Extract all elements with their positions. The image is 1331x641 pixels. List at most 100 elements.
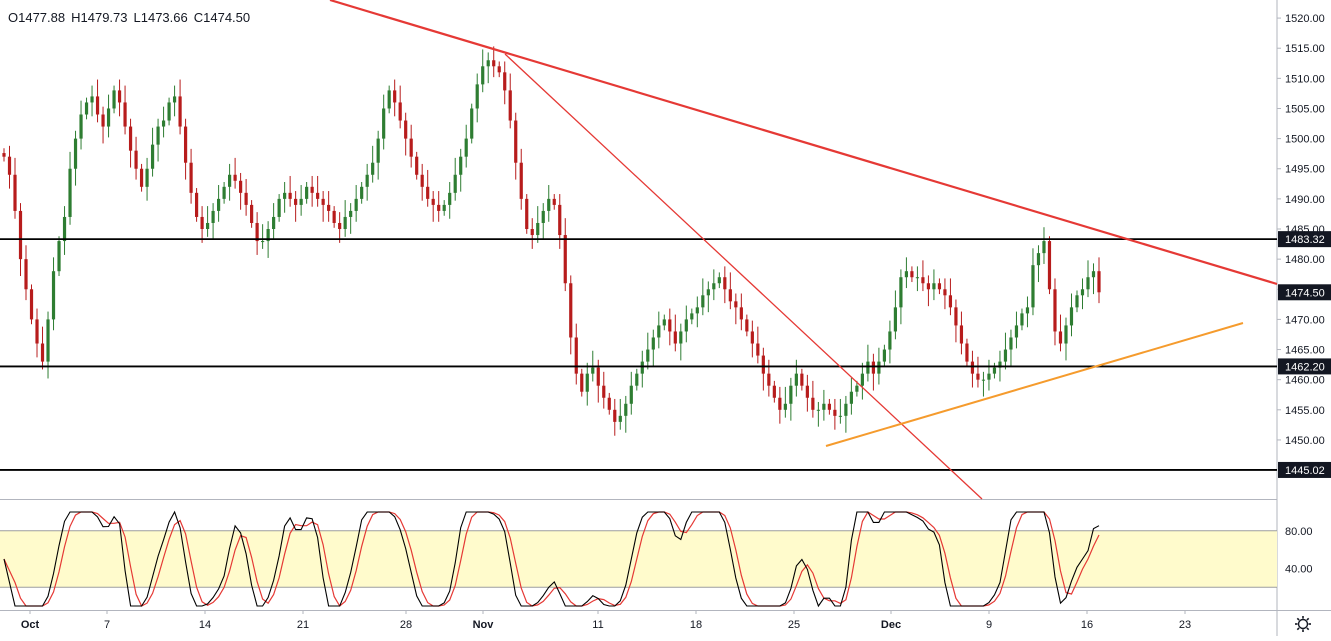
time-tick-label: 9 bbox=[986, 619, 992, 631]
time-tick-label: 11 bbox=[592, 619, 603, 631]
candle-body bbox=[811, 397, 815, 410]
time-axis: Oct 7 14 21 28 Nov 11 18 25 Dec 9 16 23 bbox=[21, 610, 1191, 631]
candle-body bbox=[794, 373, 798, 386]
candle-body bbox=[877, 361, 881, 374]
candle-body bbox=[316, 192, 320, 199]
candle-body bbox=[51, 271, 56, 320]
candle-body bbox=[277, 198, 281, 217]
candle-body bbox=[398, 102, 402, 121]
candle-body bbox=[569, 283, 573, 338]
candle-body bbox=[772, 385, 776, 398]
candle-body bbox=[299, 198, 303, 205]
candle-body bbox=[552, 198, 556, 205]
level-label-bg bbox=[1278, 231, 1331, 248]
candle-body bbox=[1042, 241, 1046, 254]
candle-body bbox=[183, 126, 188, 163]
candle-body bbox=[816, 409, 820, 411]
candle-body bbox=[904, 271, 909, 278]
candle-body bbox=[442, 204, 446, 211]
candle-body bbox=[327, 204, 331, 211]
candle-body bbox=[563, 235, 567, 284]
time-tick-label: 21 bbox=[297, 619, 309, 631]
candle-body bbox=[882, 349, 887, 362]
candle-body bbox=[145, 168, 149, 187]
price-tick-label: 1465.00 bbox=[1285, 345, 1325, 357]
candle-body bbox=[250, 204, 254, 223]
candle-body bbox=[376, 138, 380, 163]
candle-body bbox=[948, 295, 953, 308]
stochastic-tick-label: 80.00 bbox=[1285, 526, 1313, 538]
candle-body bbox=[954, 307, 958, 326]
candle-body bbox=[987, 373, 991, 380]
candle-body bbox=[624, 403, 628, 416]
candle-body bbox=[426, 186, 430, 199]
candle-body bbox=[194, 192, 199, 217]
candle-body bbox=[662, 319, 666, 326]
stochastic-d-line bbox=[3, 511, 1100, 607]
candle-body bbox=[932, 283, 936, 290]
candle-body bbox=[965, 343, 969, 362]
time-tick-label: Dec bbox=[881, 619, 901, 631]
descending-trendline-steep[interactable] bbox=[504, 53, 983, 500]
candle-body bbox=[706, 289, 710, 296]
candle-body bbox=[734, 301, 738, 308]
candle-body bbox=[470, 108, 474, 139]
descending-trendline-major[interactable] bbox=[329, 0, 1278, 286]
candle-body bbox=[343, 216, 347, 230]
trendlines bbox=[329, 0, 1278, 500]
stochastic-oscillator bbox=[3, 510, 1100, 608]
price-axis: 1520.00 1515.00 1510.00 1505.00 1500.00 1495.… bbox=[1277, 13, 1325, 447]
candle-body bbox=[365, 174, 369, 187]
stochastic-k-line bbox=[3, 510, 1100, 608]
candle-body bbox=[646, 349, 650, 362]
price-tick-label: 1505.00 bbox=[1285, 103, 1325, 115]
ohlc-high: H1479.73 bbox=[71, 10, 128, 25]
time-tick-label: 16 bbox=[1081, 619, 1093, 631]
candle-body bbox=[1036, 253, 1041, 266]
candle-body bbox=[172, 96, 177, 103]
candle-body bbox=[459, 156, 463, 175]
candle-body bbox=[244, 192, 248, 205]
candle-body bbox=[690, 313, 694, 320]
candle-body bbox=[800, 373, 804, 386]
candle-body bbox=[1025, 307, 1030, 314]
candle-body bbox=[1009, 337, 1013, 350]
candle-body bbox=[926, 283, 931, 290]
time-tick-label: 28 bbox=[400, 619, 412, 631]
candle-body bbox=[833, 409, 837, 416]
candle-body bbox=[1014, 325, 1019, 338]
candle-body bbox=[167, 102, 171, 121]
candle-body bbox=[844, 403, 848, 416]
candle-body bbox=[40, 343, 45, 362]
candle-body bbox=[101, 114, 105, 127]
candle-body bbox=[717, 277, 721, 284]
level-label: 1483.32 bbox=[1285, 234, 1325, 246]
candle-body bbox=[970, 361, 975, 374]
candle-body bbox=[205, 222, 210, 230]
candle-body bbox=[349, 210, 353, 217]
gear-icon[interactable] bbox=[1295, 616, 1311, 632]
candle-body bbox=[117, 90, 122, 103]
candle-body bbox=[360, 186, 364, 199]
candle-body bbox=[294, 198, 298, 205]
ascending-trendline[interactable] bbox=[825, 322, 1244, 447]
candle-body bbox=[585, 373, 589, 392]
candle-body bbox=[404, 120, 408, 139]
candle-body bbox=[1031, 265, 1035, 308]
candle-body bbox=[338, 222, 342, 230]
candle-body bbox=[2, 153, 6, 157]
level-label-bg bbox=[1278, 461, 1331, 478]
candle-body bbox=[156, 126, 160, 145]
candle-body bbox=[46, 319, 50, 362]
ohlc-low: L1473.66 bbox=[133, 10, 188, 25]
candle-body bbox=[1020, 313, 1024, 326]
candle-body bbox=[73, 138, 78, 169]
candle-body bbox=[486, 60, 490, 67]
candle-body bbox=[547, 198, 551, 211]
candle-body bbox=[822, 403, 826, 410]
candle-body bbox=[888, 331, 892, 350]
time-tick-label: 14 bbox=[199, 619, 211, 631]
candle-body bbox=[503, 72, 507, 91]
